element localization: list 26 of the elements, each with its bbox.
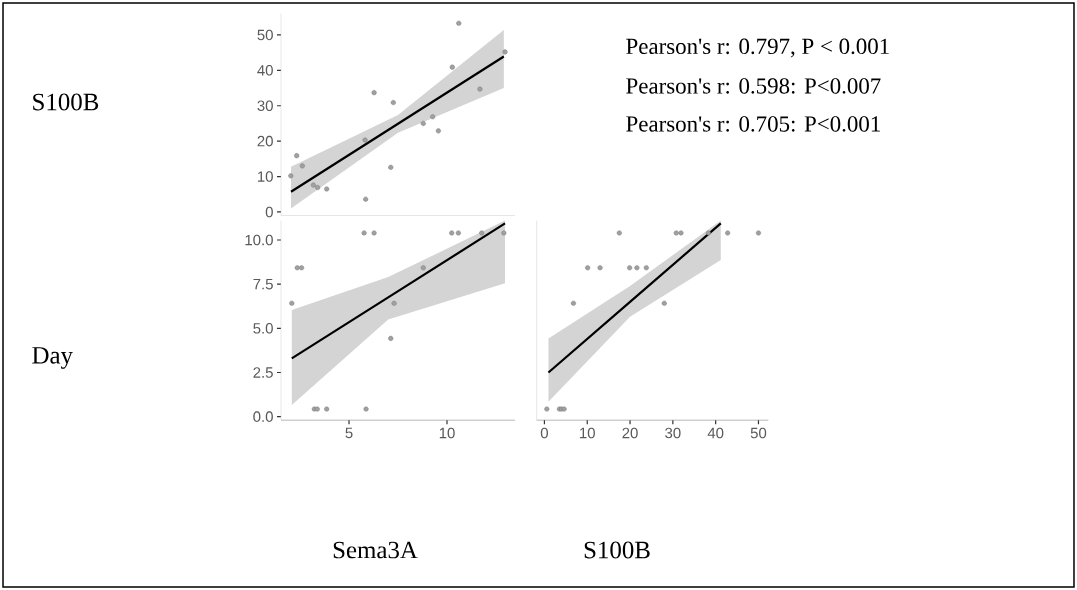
x-tick-label: 0 [540, 427, 548, 439]
text: Pearson's r: 0.797, P < 0.001 [626, 38, 889, 58]
y-tick-label: 7.5 [253, 278, 273, 290]
y-tick-label: 30 [257, 100, 273, 112]
y-tick-label: 20 [257, 135, 273, 147]
x-axis-title: Sema3A [333, 541, 418, 559]
y-axis-title: S100B [33, 93, 99, 111]
x-tick-label: 10 [580, 427, 595, 439]
y-tick-label: 5.0 [253, 323, 273, 334]
x-tick-label: 20 [622, 427, 638, 439]
text: Pearson's r: 0.598: P<0.007 [626, 78, 881, 94]
y-tick-label: 40 [257, 65, 273, 76]
x-tick-label: 50 [750, 427, 767, 439]
y-tick-label: 0 [265, 206, 273, 218]
x-tick-label: 40 [707, 427, 724, 439]
text: Pearson's r: 0.705: P<0.001 [626, 116, 880, 132]
y-axis-title: Day [32, 347, 73, 369]
y-tick-label: 50 [257, 29, 273, 41]
x-axis-title: S100B [584, 541, 650, 559]
x-tick-label: 10 [439, 427, 455, 439]
x-tick-label: 30 [665, 427, 681, 439]
y-tick-label: 10.0 [245, 234, 273, 246]
y-tick-label: 10 [258, 171, 273, 182]
x-tick-label: 5 [345, 427, 353, 439]
y-tick-label: 0.0 [253, 411, 273, 422]
y-tick-label: 2.5 [253, 367, 273, 378]
